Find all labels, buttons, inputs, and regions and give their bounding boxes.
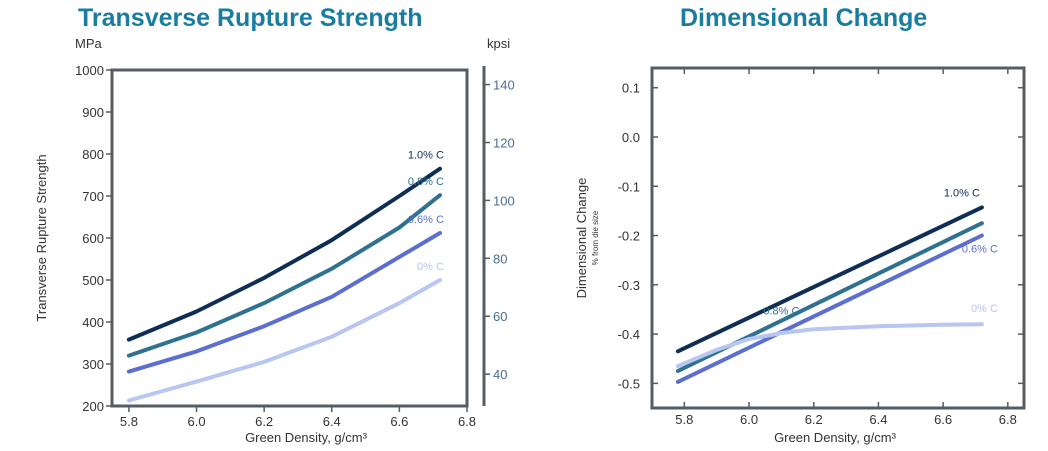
trs-y2-tick-label: 80	[493, 251, 507, 266]
trs-y2-tick-label: 60	[493, 309, 507, 324]
trs-y-tick-label: 1000	[75, 63, 104, 78]
dc-x-tick-label: 6.2	[805, 412, 823, 427]
trs-series-label: 1.0% C	[408, 150, 444, 162]
dc-series-label: 1.0% C	[944, 187, 980, 199]
trs-y2-tick-label: 100	[493, 193, 515, 208]
dc-chart-title: Dimensional Change	[680, 4, 928, 32]
dc-series-line	[675, 322, 984, 369]
trs-x-tick-label: 6.2	[255, 414, 273, 429]
dc-x-tick-label: 5.8	[675, 412, 693, 427]
trs-x-tick-label: 6.4	[323, 414, 341, 429]
trs-x-tick-label: 6.6	[390, 414, 408, 429]
trs-y2-tick-label: 40	[493, 367, 507, 382]
trs-chart-title: Transverse Rupture Strength	[78, 4, 423, 32]
trs-x-tick-label: 5.8	[120, 414, 138, 429]
trs-series-line	[126, 193, 442, 358]
trs-left-unit: MPa	[75, 36, 103, 51]
dc-y-tick-label: -0.4	[618, 327, 640, 342]
trs-y-axis-label: Transverse Rupture Strength	[34, 154, 49, 321]
trs-y-tick-label: 600	[82, 231, 104, 246]
trs-series-label: 0% C	[417, 261, 444, 273]
trs-y-tick-label: 300	[82, 357, 104, 372]
trs-y-tick-label: 500	[82, 273, 104, 288]
dc-y-tick-label: -0.5	[618, 376, 640, 391]
dc-series-label: 0.8% C	[763, 306, 799, 318]
trs-y2-tick-label: 140	[493, 78, 515, 93]
dc-y-tick-label: 0.1	[622, 81, 640, 96]
dc-series-label: 0% C	[971, 303, 998, 315]
trs-x-tick-label: 6.0	[187, 414, 205, 429]
trs-y-tick-label: 400	[82, 315, 104, 330]
dc-y-tick-label: -0.3	[618, 278, 640, 293]
trs-series-line	[126, 231, 442, 374]
trs-y-tick-label: 700	[82, 189, 104, 204]
dc-x-tick-label: 6.8	[999, 412, 1017, 427]
trs-series-label: 0.6% C	[408, 214, 444, 226]
trs-series-line	[126, 166, 442, 342]
trs-x-tick-label: 6.8	[458, 414, 476, 429]
dc-series-line	[675, 205, 984, 354]
dc-y-tick-label: 0.0	[622, 130, 640, 145]
trs-y-tick-label: 900	[82, 105, 104, 120]
trs-y-tick-label: 800	[82, 147, 104, 162]
dc-x-tick-label: 6.6	[934, 412, 952, 427]
dc-x-axis-label: Green Density, g/cm³	[774, 430, 897, 445]
trs-series-label: 0.8% C	[408, 176, 444, 188]
trs-right-unit: kpsi	[487, 36, 510, 51]
trs-series-line	[126, 278, 442, 403]
trs-plot-area	[110, 68, 469, 408]
trs-y-tick-label: 200	[82, 399, 104, 414]
dc-y-axis-sublabel: % from die size	[591, 210, 600, 265]
dc-y-axis-label: Dimensional Change	[574, 178, 589, 299]
dc-x-tick-label: 6.4	[869, 412, 887, 427]
dc-series-line	[675, 233, 984, 384]
dc-y-tick-label: -0.2	[618, 229, 640, 244]
dc-y-tick-label: -0.1	[618, 179, 640, 194]
dc-x-tick-label: 6.0	[740, 412, 758, 427]
trs-x-axis-label: Green Density, g/cm³	[245, 430, 368, 445]
dc-series-label: 0.6% C	[962, 244, 998, 256]
trs-y2-tick-label: 120	[493, 135, 515, 150]
